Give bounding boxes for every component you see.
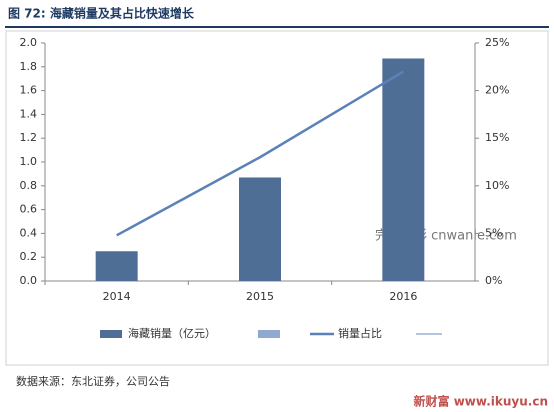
chart-title: 图 72: 海藏销量及其占比快速增长 (8, 6, 195, 21)
y-tick-label: 1.6 (20, 84, 38, 97)
chart-frame (5, 30, 549, 366)
source: 数据来源：东北证券，公司公告 (16, 374, 170, 388)
watermark: 新财富 www.ikuyu.cn (414, 394, 548, 409)
y-tick-label: 1.4 (20, 107, 38, 120)
y2-tick-label: 25% (485, 36, 509, 49)
legend-swatch (100, 330, 122, 338)
y-tick-label: 0.6 (20, 203, 38, 216)
bar (95, 251, 138, 281)
y-tick-label: 0.2 (20, 250, 38, 263)
bar (382, 58, 425, 281)
y2-tick-label: 10% (485, 179, 509, 192)
y2-tick-label: 20% (485, 84, 509, 97)
y-tick-label: 1.0 (20, 155, 38, 168)
y-tick-label: 1.2 (20, 131, 38, 144)
line (116, 70, 404, 237)
y2-tick-label: 5% (485, 226, 502, 239)
legend-label: 海藏销量（亿元） (128, 326, 216, 340)
x-tick-label: 2016 (389, 290, 417, 303)
y2-tick-label: 0% (485, 274, 502, 287)
y2-tick-label: 15% (485, 131, 509, 144)
legend-label: 销量占比 (338, 326, 382, 340)
y-tick-label: 2.0 (20, 36, 38, 49)
y-tick-label: 1.8 (20, 60, 38, 73)
x-tick-label: 2014 (103, 290, 131, 303)
y-tick-label: 0.8 (20, 179, 38, 192)
legend-swatch-decor (258, 330, 280, 338)
y-tick-label: 0.0 (20, 274, 38, 287)
x-tick-label: 2015 (246, 290, 274, 303)
y-tick-label: 0.4 (20, 226, 38, 239)
bar (239, 177, 281, 281)
